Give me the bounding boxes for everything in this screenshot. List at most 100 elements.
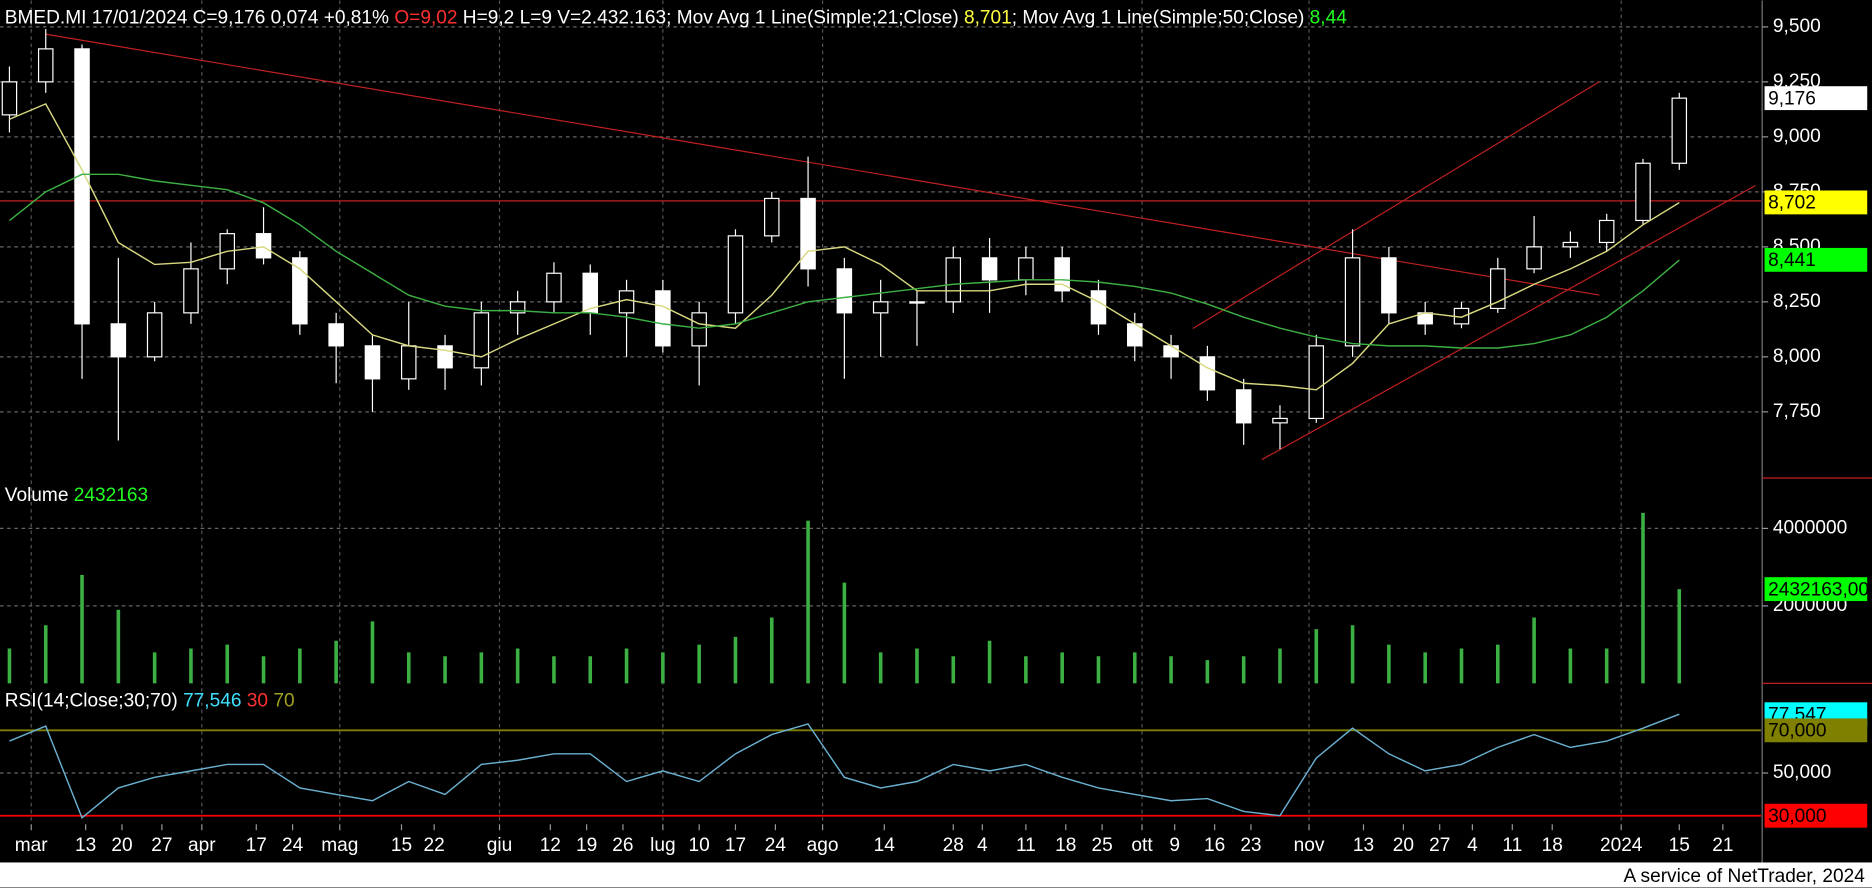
x-tick-label: 13 bbox=[75, 835, 96, 856]
candle-body bbox=[618, 290, 635, 314]
candle-body bbox=[292, 257, 308, 325]
last-value-label: 8,441 bbox=[1768, 250, 1816, 271]
x-tick-label: mar bbox=[15, 835, 49, 856]
legend-segment: RSI(14;Close;30;70) bbox=[5, 690, 183, 711]
trendline bbox=[45, 33, 1600, 296]
candle-body bbox=[1054, 257, 1070, 292]
volume-bar bbox=[1060, 652, 1064, 684]
legend-segment: H=9,2 L=9 V=2.432.163 bbox=[458, 7, 667, 28]
x-tick-label: 25 bbox=[1091, 835, 1112, 856]
candle-body bbox=[1344, 257, 1361, 347]
x-tick-label: 22 bbox=[424, 835, 445, 856]
x-tick-label: ago bbox=[807, 835, 839, 856]
candle-body bbox=[872, 301, 889, 314]
legend-segment: O=9,02 bbox=[394, 7, 457, 28]
candle-body bbox=[1381, 257, 1397, 314]
volume-bar bbox=[769, 617, 774, 684]
volume-bar bbox=[334, 640, 338, 684]
last-value-label: 9,176 bbox=[1768, 88, 1816, 109]
legend-segment: ; Mov Avg 1 Line(Simple;50;Close) bbox=[1012, 7, 1310, 28]
candle-body bbox=[1235, 389, 1252, 424]
x-tick-label: 11 bbox=[1016, 835, 1036, 856]
candle-body bbox=[909, 301, 925, 304]
candle-body bbox=[1090, 290, 1107, 325]
volume-bar bbox=[1350, 625, 1355, 684]
candle-body bbox=[400, 345, 417, 380]
volume-bar bbox=[878, 652, 883, 684]
legend-segment: 30 bbox=[241, 690, 268, 711]
x-tick-label: 24 bbox=[765, 835, 787, 856]
x-tick-label: 26 bbox=[612, 835, 633, 856]
volume-bar bbox=[1532, 617, 1536, 684]
x-tick-label: 14 bbox=[874, 835, 896, 856]
volume-bar bbox=[370, 621, 375, 684]
x-tick-label: 19 bbox=[576, 835, 597, 856]
volume-bar bbox=[915, 648, 919, 684]
x-tick-label: lug bbox=[650, 835, 675, 856]
x-tick-label: 18 bbox=[1542, 835, 1563, 856]
candle-body bbox=[691, 312, 707, 347]
volume-bar bbox=[189, 648, 193, 684]
candle-body bbox=[255, 233, 272, 259]
y-tick-label: 9,500 bbox=[1773, 16, 1821, 37]
candle-body bbox=[1018, 257, 1034, 281]
trendline bbox=[1261, 184, 1756, 461]
volume-bar bbox=[697, 644, 701, 684]
volume-bar bbox=[552, 656, 556, 684]
trendline bbox=[1192, 81, 1600, 329]
volume-bar bbox=[1641, 512, 1645, 684]
volume-bar bbox=[1096, 656, 1101, 684]
volume-bar bbox=[951, 656, 956, 684]
x-tick-label: 24 bbox=[282, 835, 304, 856]
volume-bar bbox=[1314, 629, 1319, 684]
volume-bar bbox=[1459, 648, 1464, 684]
last-value-box bbox=[1764, 718, 1868, 743]
x-tick-label: 9 bbox=[1169, 835, 1180, 856]
candle-body bbox=[364, 345, 381, 380]
panel-legend: Volume 2432163 bbox=[5, 485, 148, 506]
last-value-box bbox=[1764, 247, 1868, 272]
candle-body bbox=[1671, 97, 1688, 164]
y-tick-label: 8,000 bbox=[1773, 346, 1821, 367]
volume-bar bbox=[1169, 656, 1173, 684]
legend-segment: Volume bbox=[5, 485, 74, 506]
volume-bar bbox=[7, 648, 12, 684]
last-value-label: 30,000 bbox=[1768, 806, 1826, 827]
volume-bar bbox=[80, 574, 84, 684]
y-tick-label: 4000000 bbox=[1773, 517, 1847, 538]
x-tick-label: 20 bbox=[111, 835, 132, 856]
last-value-box bbox=[1764, 86, 1868, 111]
x-tick-label: 15 bbox=[1669, 835, 1690, 856]
volume-bar bbox=[806, 520, 810, 684]
x-tick-label: nov bbox=[1294, 835, 1325, 856]
panel-legend: RSI(14;Close;30;70) 77,546 30 70 bbox=[5, 690, 295, 711]
candle-body bbox=[981, 257, 998, 281]
y-tick-label: 9,000 bbox=[1773, 126, 1821, 147]
footer-bar bbox=[0, 862, 1872, 888]
x-tick-label: 27 bbox=[151, 835, 172, 856]
volume-bar bbox=[479, 652, 484, 684]
x-tick-label: 12 bbox=[540, 835, 561, 856]
candle-body bbox=[764, 197, 780, 237]
volume-bar bbox=[1241, 656, 1246, 684]
volume-bar bbox=[116, 609, 121, 684]
candle-body bbox=[1635, 162, 1651, 222]
x-tick-label: 18 bbox=[1055, 835, 1076, 856]
volume-bar bbox=[1604, 648, 1609, 684]
candle-body bbox=[945, 257, 962, 303]
last-value-label: 8,702 bbox=[1768, 193, 1816, 214]
volume-bar bbox=[1132, 652, 1137, 684]
panel-legend: BMED.MI 17/01/2024 C=9,176 0,074 +0,81% … bbox=[5, 7, 1347, 28]
x-tick-label: 2024 bbox=[1600, 835, 1643, 856]
x-tick-label: apr bbox=[188, 835, 216, 856]
x-tick-label: mag bbox=[321, 835, 358, 856]
candle-body bbox=[110, 323, 127, 358]
volume-bar bbox=[1205, 660, 1210, 684]
x-tick-label: 4 bbox=[977, 835, 988, 856]
candle-body bbox=[1308, 345, 1325, 420]
x-tick-label: 28 bbox=[943, 835, 964, 856]
last-value-box bbox=[1764, 577, 1868, 602]
candle-body bbox=[1163, 345, 1179, 358]
volume-bar bbox=[1568, 648, 1573, 684]
